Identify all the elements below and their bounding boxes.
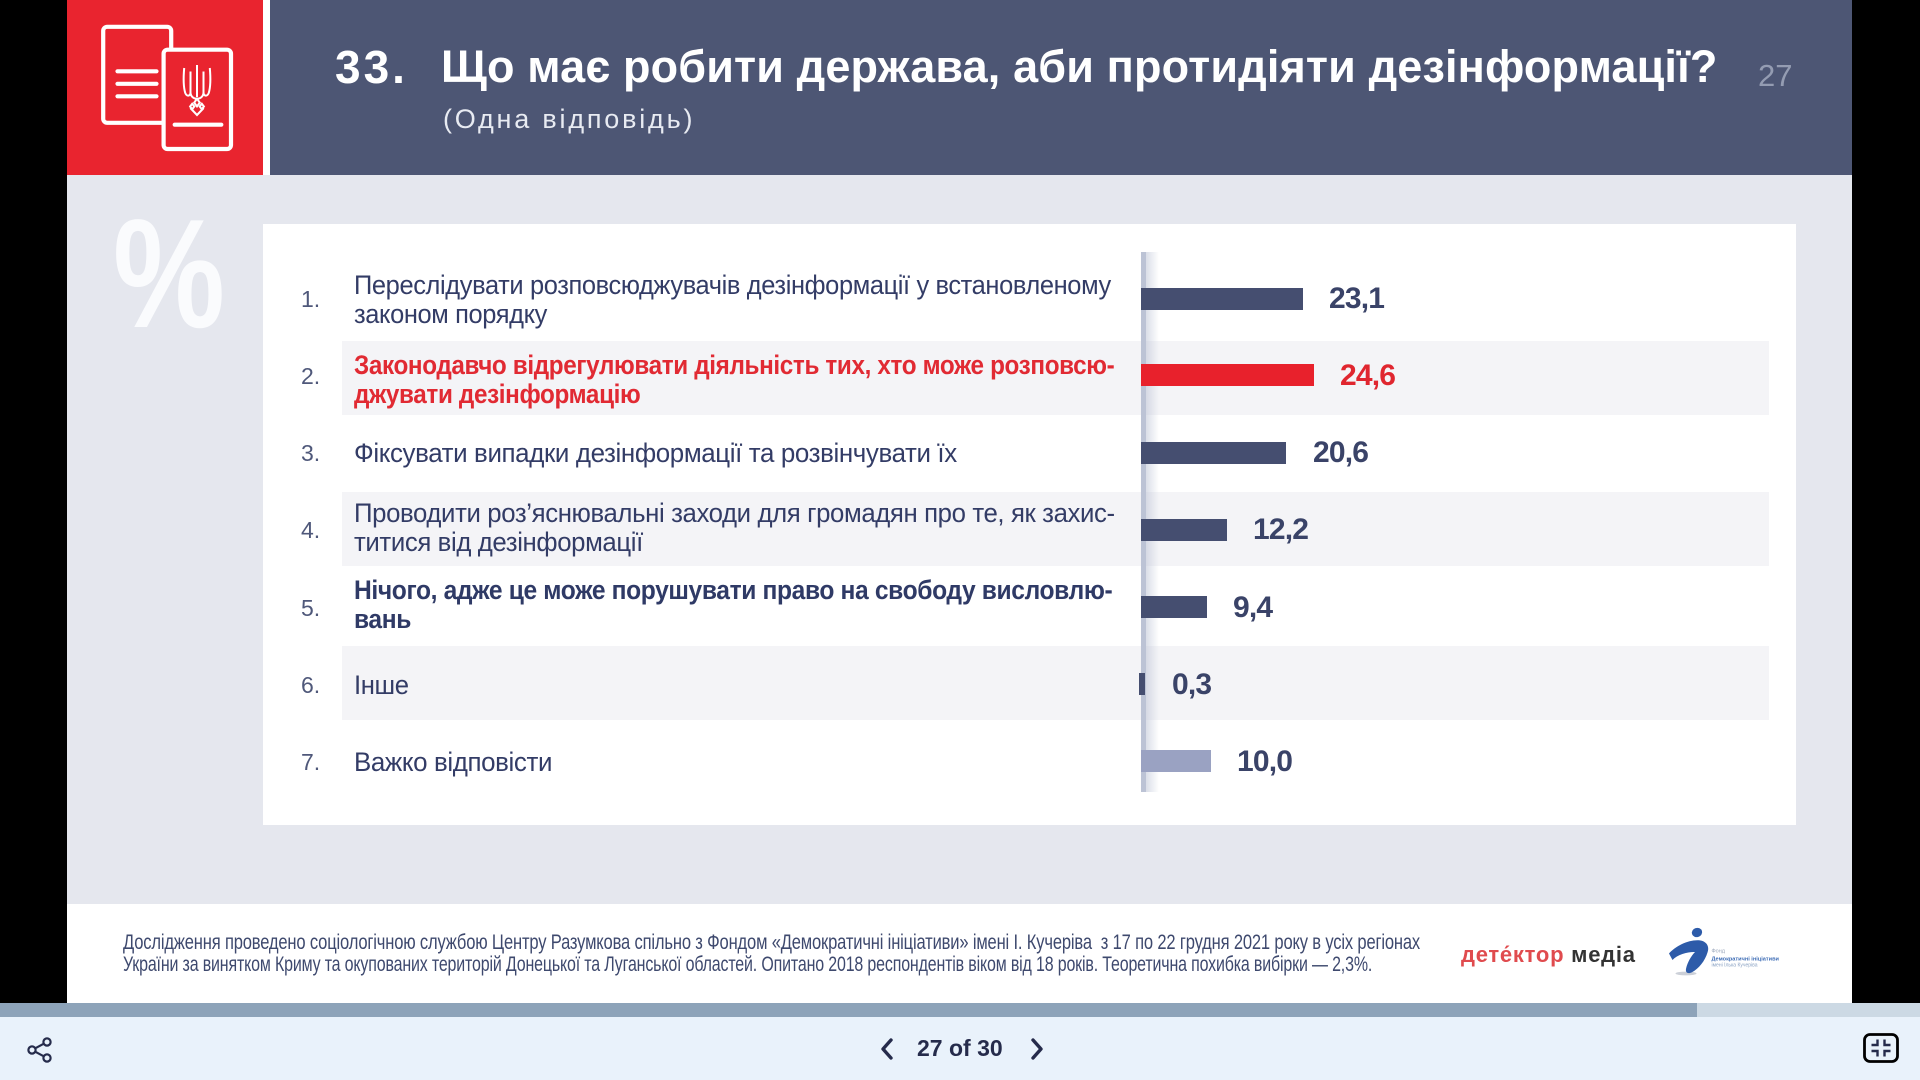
svg-text:Фонд: Фонд (1712, 948, 1726, 954)
svg-text:Демократичні ініціативи: Демократичні ініціативи (1712, 956, 1780, 962)
svg-text:імені Ілька Кучеріва: імені Ілька Кучеріва (1712, 962, 1758, 968)
